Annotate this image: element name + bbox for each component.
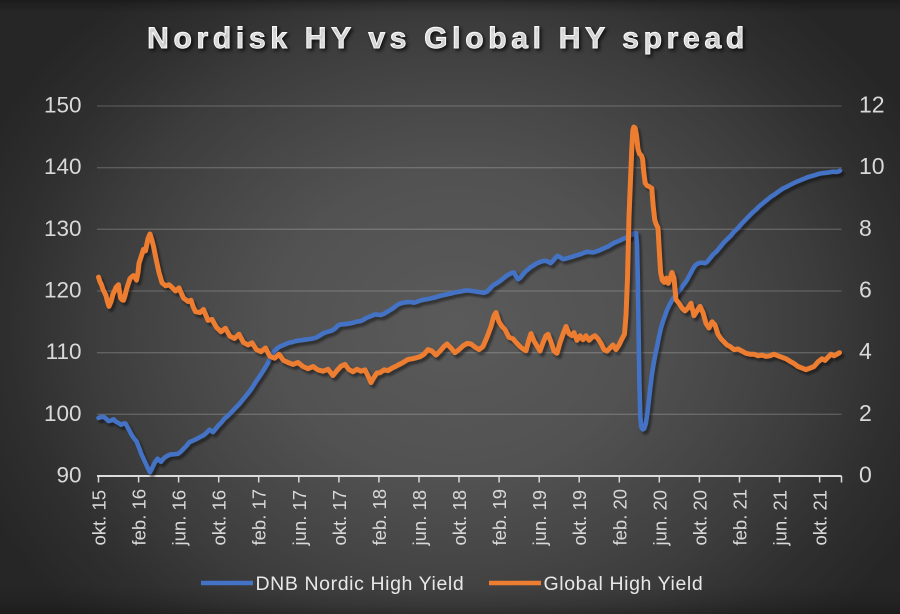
svg-text:jun. 21: jun. 21: [770, 490, 791, 547]
svg-text:110: 110: [46, 339, 82, 364]
svg-text:Nordisk HY vs Global HY spread: Nordisk HY vs Global HY spread: [147, 22, 749, 55]
svg-text:jun. 17: jun. 17: [289, 490, 310, 547]
svg-text:okt. 20: okt. 20: [689, 490, 710, 546]
svg-text:90: 90: [56, 463, 81, 488]
svg-text:okt. 17: okt. 17: [329, 490, 350, 546]
svg-text:100: 100: [44, 401, 82, 426]
svg-text:jun. 19: jun. 19: [529, 490, 550, 547]
svg-text:130: 130: [44, 216, 82, 241]
svg-text:jun. 18: jun. 18: [409, 490, 430, 547]
svg-text:4: 4: [859, 338, 872, 364]
svg-text:140: 140: [44, 154, 82, 179]
svg-text:feb. 19: feb. 19: [489, 489, 510, 546]
svg-text:jun. 20: jun. 20: [649, 490, 670, 547]
svg-text:okt. 21: okt. 21: [810, 490, 831, 546]
svg-text:okt. 18: okt. 18: [449, 490, 470, 546]
svg-text:okt. 19: okt. 19: [569, 490, 590, 546]
svg-text:jun. 16: jun. 16: [169, 490, 190, 547]
svg-text:10: 10: [859, 153, 885, 179]
svg-text:feb. 17: feb. 17: [249, 489, 270, 546]
svg-text:feb. 16: feb. 16: [129, 489, 150, 546]
svg-text:Global High Yield: Global High Yield: [544, 573, 704, 595]
svg-text:150: 150: [44, 93, 82, 118]
svg-text:0: 0: [859, 462, 872, 488]
svg-text:feb. 20: feb. 20: [609, 489, 630, 546]
svg-text:feb. 18: feb. 18: [369, 489, 390, 546]
svg-text:okt. 15: okt. 15: [89, 490, 110, 546]
svg-text:8: 8: [859, 215, 872, 241]
svg-text:feb. 21: feb. 21: [730, 489, 751, 546]
svg-text:120: 120: [44, 278, 82, 303]
svg-text:6: 6: [859, 277, 872, 303]
svg-text:2: 2: [859, 400, 872, 426]
svg-text:DNB Nordic High Yield: DNB Nordic High Yield: [256, 573, 465, 595]
svg-text:12: 12: [859, 92, 885, 118]
svg-text:okt. 16: okt. 16: [209, 490, 230, 546]
